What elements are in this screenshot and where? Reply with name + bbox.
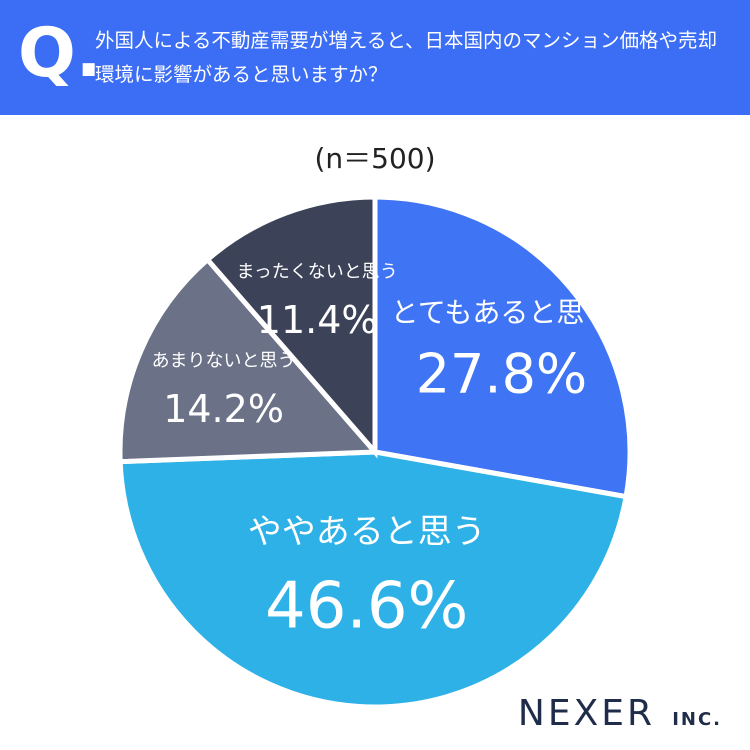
- logo: NEXER: [518, 693, 655, 734]
- pie-slice: [372, 194, 633, 500]
- question-mark: Q.: [18, 14, 102, 93]
- slice-label: ややあると思う: [248, 512, 486, 552]
- pie-slice: [204, 194, 378, 459]
- value-label: 14.2%: [163, 387, 284, 431]
- value-label: 46.6%: [265, 569, 468, 643]
- question-title: 外国人による不動産需要が増えると、日本国内のマンション価格や売却環境に影響がある…: [95, 29, 718, 86]
- header: Q. 外国人による不動産需要が増えると、日本国内のマンション価格や売却環境に影響…: [0, 0, 750, 115]
- slice-label: とてもあると思う: [391, 296, 613, 329]
- value-label: 11.4%: [257, 298, 378, 342]
- logo-suffix: INC.: [672, 709, 722, 730]
- pie-slice: [117, 256, 381, 465]
- chart-subtitle: (n＝500): [314, 142, 435, 175]
- value-label: 27.8%: [416, 343, 588, 406]
- slice-label: あまりないと思う: [152, 350, 296, 371]
- pie-slice: [117, 449, 629, 710]
- slice-label: まったくないと思う: [237, 261, 398, 282]
